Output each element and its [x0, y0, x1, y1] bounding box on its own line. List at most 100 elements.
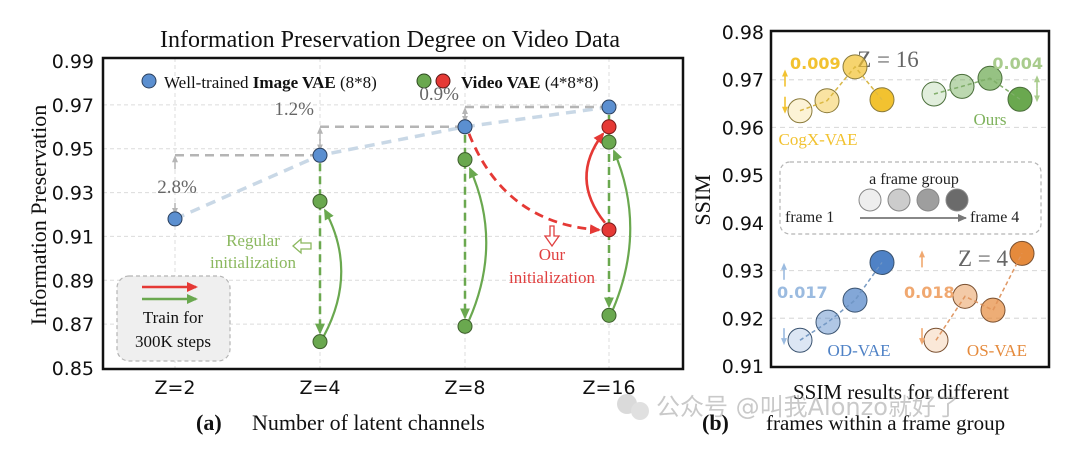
train-arrow-red: [585, 132, 607, 224]
train-box-line2: 300K steps: [135, 332, 211, 351]
data-point-image-vae: [601, 99, 617, 115]
y-axis-label: Information Preservation: [26, 105, 51, 326]
data-point-image-vae: [167, 211, 183, 227]
legend: Well-trained Image VAE (8*8) Video VAE (…: [141, 73, 599, 92]
train-arrow-green: [323, 208, 343, 337]
data-point-video-red: [601, 222, 617, 238]
regular-init-annotation: Regular initialization: [210, 231, 312, 272]
series-label-od-vae: OD-VAE: [828, 341, 891, 360]
series-label-cogx: CogX-VAE: [778, 130, 857, 149]
ssim-series: [787, 54, 1035, 353]
frame-shades: [858, 188, 969, 212]
x-axis-label-b-line1: SSIM results for different: [793, 380, 1009, 404]
range-label: 0.018: [904, 283, 955, 302]
legend-image-vae-marker: [141, 73, 157, 89]
data-point-video-red: [601, 119, 617, 135]
series-line-overlay: [933, 77, 1021, 100]
our-init-annotation: Our initialization: [509, 225, 595, 287]
range-label: 0.009: [790, 54, 841, 73]
gap-label: 0.9%: [419, 84, 459, 105]
ssim-point-os-vae: [980, 297, 1006, 323]
regular-init-line2: initialization: [210, 253, 296, 272]
series-label-os-vae: OS-VAE: [967, 341, 1027, 360]
train-box-frame: [116, 275, 231, 362]
legend-video-green-marker: [416, 73, 432, 89]
chart-title: Information Preservation Degree on Video…: [160, 27, 620, 53]
data-point-image-vae: [457, 119, 473, 135]
data-point-video-green: [457, 318, 473, 334]
series-label-ours: Ours: [973, 110, 1006, 129]
frame-shade-circle: [887, 188, 911, 212]
y-tick-label: 0.98: [722, 22, 764, 44]
y-tick-label: 0.95: [722, 165, 764, 187]
legend-image-vae-label: Well-trained Image VAE (8*8): [164, 73, 377, 92]
data-point-video-green: [457, 152, 473, 168]
y-tick-label: 0.89: [52, 270, 94, 292]
y-tick-label: 0.85: [52, 358, 94, 380]
series-line-overlay: [935, 253, 1023, 341]
train-legend-box: Train for 300K steps: [116, 275, 231, 362]
gap-annotations: 2.8% 1.2% 0.9%: [157, 84, 609, 215]
z4-label: Z = 4: [958, 246, 1009, 271]
frame-group-frame: [779, 161, 1042, 235]
x-tick-label: Z=2: [154, 377, 195, 399]
y-axis-ticks: 0.99 0.97 0.95 0.93 0.91 0.89 0.87 0.85: [52, 51, 94, 380]
series-line-overlay: [799, 262, 883, 341]
frame-shade-circle: [945, 188, 969, 212]
plot-frame-b: [769, 29, 1051, 369]
frame-end-label: frame 4: [970, 209, 1019, 226]
train-box-line1: Train for: [143, 308, 204, 327]
frame-shade-circle: [916, 188, 940, 212]
watermark-text: 公众号 @叫我Alonzo就好了: [656, 393, 960, 421]
y-tick-label: 0.87: [52, 314, 94, 336]
grid-b: [771, 79, 1049, 319]
y-tick-label: 0.91: [722, 356, 764, 378]
training-arrows: [315, 115, 632, 337]
our-init-line1: Our: [539, 245, 566, 264]
y-tick-label: 0.93: [52, 183, 94, 205]
y-tick-label: 0.93: [722, 261, 764, 283]
panel-a: Information Preservation Degree on Video…: [26, 27, 685, 435]
x-axis-label-b-line2: frames within a frame group: [766, 411, 1005, 435]
y-tick-label: 0.99: [52, 51, 94, 73]
range-label: 0.004: [992, 54, 1043, 73]
our-init-arrow: [467, 133, 601, 235]
gap-label: 2.8%: [157, 177, 197, 198]
plot-frame: [101, 56, 685, 371]
frame-group-title: a frame group: [869, 171, 959, 188]
x-axis-label: Number of latent channels: [252, 410, 485, 435]
y-axis-label-b: SSIM: [690, 174, 715, 225]
series-line-cogx: [799, 65, 883, 112]
data-point-video-green: [312, 334, 328, 350]
y-tick-label: 0.92: [722, 308, 764, 330]
y-tick-label: 0.97: [52, 95, 94, 117]
series-line-overlay: [799, 65, 883, 112]
y-tick-label: 0.95: [52, 139, 94, 161]
wechat-icon-bubble: [631, 402, 649, 420]
train-arrow-green: [611, 149, 632, 310]
frame-shade-circle: [858, 188, 882, 212]
panel-b: 0.98 0.97 0.96 0.95 0.94 0.93 0.92 0.91 SSIM Z …: [690, 22, 1051, 435]
y-tick-label: 0.91: [52, 226, 94, 248]
data-points: [167, 99, 617, 350]
train-arrow-green: [467, 166, 488, 321]
down-hollow-arrow-icon: [543, 225, 561, 248]
legend-video-vae-label: Video VAE (4*8*8): [461, 73, 599, 92]
frame-group-legend: a frame group frame 1 frame 4: [779, 161, 1042, 235]
data-point-image-vae: [312, 147, 328, 163]
y-tick-label: 0.96: [722, 117, 764, 139]
data-point-video-green: [601, 307, 617, 323]
gap-label: 1.2%: [274, 99, 314, 120]
panel-label-b: (b): [702, 410, 729, 435]
x-tick-label: Z=4: [299, 377, 340, 399]
regular-init-line1: Regular: [226, 231, 280, 250]
our-init-line2: initialization: [509, 268, 595, 287]
y-tick-label: 0.97: [722, 70, 764, 92]
data-point-video-green: [312, 193, 328, 209]
x-axis-ticks: Z=2 Z=4 Z=8 Z=16: [154, 377, 635, 399]
range-label: 0.017: [777, 283, 828, 302]
ssim-point-od-vae: [815, 309, 841, 335]
z16-label: Z = 16: [857, 47, 919, 72]
image-vae-trend-line: [174, 105, 610, 221]
